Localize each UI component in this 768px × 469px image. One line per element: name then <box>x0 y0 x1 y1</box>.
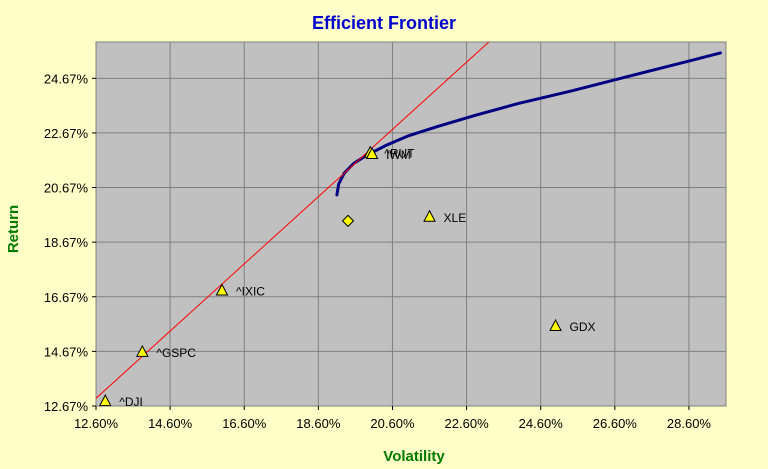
asset-point-marker <box>423 209 436 222</box>
asset-point-marker <box>549 318 562 331</box>
y-tick-label: 22.67% <box>44 126 89 141</box>
x-axis-title: Volatility <box>383 448 445 465</box>
y-tick-label: 18.67% <box>44 235 89 250</box>
x-tick-label: 14.60% <box>148 416 193 431</box>
x-tick-label: 18.60% <box>296 416 341 431</box>
portfolio-point-marker <box>341 214 355 228</box>
asset-point-marker <box>98 394 112 407</box>
asset-point-marker <box>215 283 229 296</box>
asset-point-marker <box>135 344 149 357</box>
y-tick-label: 14.67% <box>44 344 89 359</box>
x-tick-label: 12.60% <box>74 416 119 431</box>
grid-lines <box>96 42 726 406</box>
x-tick-label: 24.60% <box>519 416 564 431</box>
x-tick-label: 28.60% <box>667 416 712 431</box>
x-tick-label: 16.60% <box>222 416 267 431</box>
y-tick-label: 20.67% <box>44 181 89 196</box>
asset-point-marker <box>365 146 379 159</box>
asset-point-label: ^GSPC <box>156 346 196 360</box>
asset-point-label: XLE <box>444 211 467 225</box>
y-axis-title: Return <box>5 205 22 253</box>
plot-area <box>95 41 727 407</box>
chart-title: Efficient Frontier <box>312 13 456 33</box>
asset-point-label: ^DJI <box>119 395 143 409</box>
x-axis-ticks: 12.60% 14.60% 16.60% 18.60% 20.60% 22.60% 24.6… <box>74 406 711 431</box>
asset-point-label: GDX <box>570 320 596 334</box>
capital-market-line <box>96 42 490 399</box>
y-tick-label: 16.67% <box>44 290 89 305</box>
asset-point-label: ^RUT <box>384 147 415 161</box>
y-axis-ticks: 12.67% 14.67% 16.67% 18.67% 20.67% 22.67% 24.6… <box>44 71 96 414</box>
x-tick-label: 20.60% <box>370 416 415 431</box>
y-tick-label: 24.67% <box>44 71 89 86</box>
y-tick-label: 12.67% <box>44 399 89 414</box>
x-tick-label: 26.60% <box>593 416 638 431</box>
asset-point-label: IWM <box>386 148 411 162</box>
x-tick-label: 22.60% <box>445 416 490 431</box>
asset-point-label: ^IXIC <box>236 284 265 298</box>
chart-lines <box>96 42 722 399</box>
